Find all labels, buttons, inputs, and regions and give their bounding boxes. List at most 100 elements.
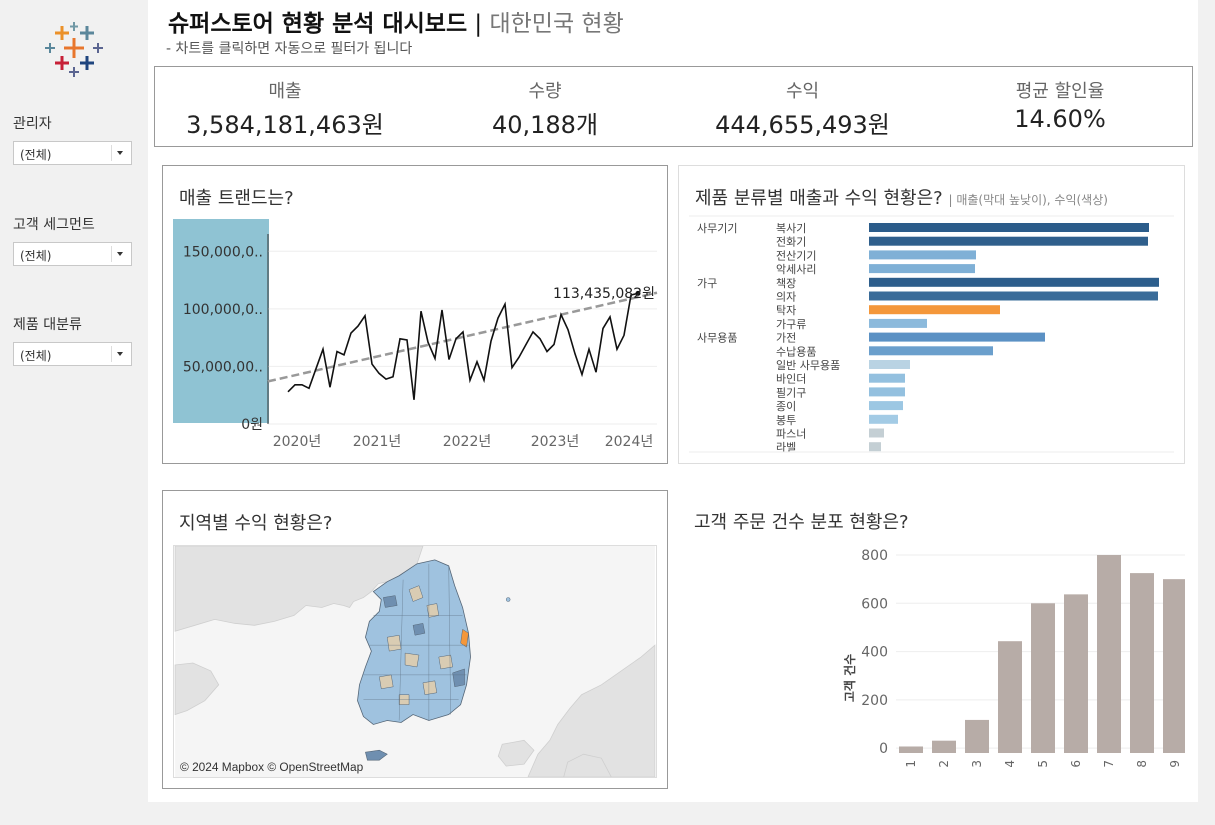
y-tick-label: 50,000,00.. bbox=[183, 359, 263, 375]
kpi-quantity[interactable]: 수량 40,188개 bbox=[455, 77, 635, 140]
category-bar bbox=[869, 360, 910, 369]
kpi-value: 444,655,493원 bbox=[715, 111, 890, 139]
x-tick-label: 7 bbox=[1102, 760, 1116, 768]
x-tick-label: 2 bbox=[937, 760, 951, 768]
title-separator: | bbox=[467, 11, 490, 37]
x-tick-label: 3 bbox=[970, 760, 984, 768]
subcategory-label: 종이 bbox=[776, 400, 796, 413]
data-point bbox=[635, 290, 641, 296]
sidebar: 관리자 (전체) 고객 세그먼트 (전체) 제품 대분류 (전체) bbox=[0, 0, 148, 825]
y-tick-label: 0 bbox=[879, 741, 888, 757]
category-bar bbox=[869, 264, 975, 274]
x-tick-label: 6 bbox=[1069, 760, 1083, 768]
category-bar bbox=[869, 346, 993, 356]
category-title-note: | 매출(막대 높낮이), 수익(색상) bbox=[948, 193, 1108, 207]
chevron-down-icon[interactable] bbox=[111, 346, 127, 362]
histogram-bar bbox=[899, 746, 923, 753]
segment-dropdown[interactable]: (전체) bbox=[13, 242, 132, 266]
category-bar bbox=[869, 373, 905, 383]
kpi-value: 3,584,181,463원 bbox=[186, 111, 384, 139]
chevron-down-icon[interactable] bbox=[111, 145, 127, 161]
x-tick-label: 9 bbox=[1168, 760, 1182, 768]
dropdown-value: (전체) bbox=[20, 249, 52, 263]
subcategory-label: 수납용품 bbox=[776, 345, 816, 358]
subcategory-label: 가구류 bbox=[776, 318, 806, 331]
trend-annotation: 113,435,082원 bbox=[553, 286, 655, 302]
y-tick-label: 100,000,0.. bbox=[183, 302, 263, 318]
kpi-profit[interactable]: 수익 444,655,493원 bbox=[705, 77, 900, 140]
x-tick-label: 2022년 bbox=[443, 434, 492, 450]
x-tick-label: 8 bbox=[1135, 760, 1149, 768]
histogram-bar bbox=[1097, 555, 1121, 753]
x-tick-label: 4 bbox=[1003, 760, 1017, 768]
category-dropdown[interactable]: (전체) bbox=[13, 342, 132, 366]
panel-title: 고객 주문 건수 분포 현황은? bbox=[694, 512, 909, 533]
histogram-bar bbox=[1130, 573, 1154, 753]
filter-label: 고객 세그먼트 bbox=[13, 217, 95, 233]
x-tick-label: 2024년 bbox=[605, 434, 654, 450]
page-subtitle: - 차트를 클릭하면 자동으로 필터가 됩니다 bbox=[166, 41, 413, 57]
dashboard: 슈퍼스토어 현황 분석 대시보드 | 대한민국 현황 - 차트를 클릭하면 자동… bbox=[148, 0, 1198, 802]
category-bar bbox=[869, 332, 1045, 342]
x-tick-label: 2023년 bbox=[531, 434, 580, 450]
category-bar bbox=[869, 442, 881, 452]
filter-category: 제품 대분류 (전체) bbox=[13, 314, 132, 366]
category-group-label: 사무기기 bbox=[697, 222, 737, 235]
x-tick-label: 2020년 bbox=[273, 434, 322, 450]
category-bar bbox=[869, 305, 1000, 315]
subcategory-label: 책장 bbox=[776, 277, 796, 290]
kpi-panel: 매출 3,584,181,463원 수량 40,188개 수익 444,655,… bbox=[154, 66, 1193, 147]
page-title: 슈퍼스토어 현황 분석 대시보드 | 대한민국 현황 bbox=[168, 4, 624, 38]
subcategory-label: 탁자 bbox=[776, 304, 796, 317]
panel-title: 지역별 수익 현황은? bbox=[179, 513, 333, 534]
region-panel: 지역별 수익 현황은? bbox=[162, 490, 668, 789]
subcategory-label: 악세사리 bbox=[776, 263, 816, 276]
kpi-value: 40,188개 bbox=[491, 111, 599, 139]
y-axis-label: 고객 건수 bbox=[842, 654, 857, 702]
y-tick-label: 800 bbox=[861, 548, 888, 564]
orders-panel: 고객 주문 건수 분포 현황은? 800 600 400 200 0 고객 건수 1 2 3 4 5… bbox=[678, 490, 1185, 789]
category-bar bbox=[869, 291, 1158, 301]
subcategory-label: 파스너 bbox=[776, 428, 806, 441]
subcategory-label: 전산기기 bbox=[776, 249, 816, 262]
category-bar bbox=[869, 387, 905, 397]
histogram-bar bbox=[1031, 603, 1055, 753]
sales-trend-chart[interactable]: 150,000,0.. 100,000,0.. 50,000,00.. 0원 2020년… bbox=[163, 166, 667, 463]
kpi-sales[interactable]: 매출 3,584,181,463원 bbox=[185, 77, 385, 140]
filter-manager: 관리자 (전체) bbox=[13, 113, 132, 165]
dropdown-value: (전체) bbox=[20, 148, 52, 162]
subcategory-label: 의자 bbox=[776, 291, 796, 304]
manager-dropdown[interactable]: (전체) bbox=[13, 141, 132, 165]
subcategory-label: 바인더 bbox=[776, 373, 806, 386]
title-main: 슈퍼스토어 현황 분석 대시보드 bbox=[168, 11, 468, 37]
kpi-discount[interactable]: 평균 할인율 14.60% bbox=[975, 77, 1145, 133]
kpi-value: 14.60% bbox=[1014, 105, 1106, 133]
category-bar bbox=[869, 223, 1149, 232]
category-bar bbox=[869, 401, 903, 411]
chevron-down-icon[interactable] bbox=[111, 246, 127, 262]
tableau-logo-icon bbox=[45, 22, 103, 77]
y-tick-label: 0원 bbox=[241, 417, 263, 433]
trend-line bbox=[267, 291, 658, 383]
panel-title: 제품 분류별 매출과 수익 현황은? | 매출(막대 높낮이), 수익(색상) bbox=[695, 184, 1108, 210]
category-bar bbox=[869, 428, 884, 438]
category-panel: 제품 분류별 매출과 수익 현황은? | 매출(막대 높낮이), 수익(색상) … bbox=[678, 165, 1185, 464]
x-tick-label: 1 bbox=[904, 760, 918, 768]
category-bar bbox=[869, 236, 1148, 246]
subcategory-label: 라벨 bbox=[776, 441, 796, 454]
kpi-label: 평균 할인율 bbox=[1015, 81, 1105, 102]
korea-map[interactable]: © 2024 Mapbox © OpenStreetMap bbox=[173, 545, 657, 778]
y-tick-label: 200 bbox=[861, 693, 888, 709]
map-attribution: © 2024 Mapbox © OpenStreetMap bbox=[180, 760, 364, 774]
histogram-bar bbox=[1163, 579, 1185, 753]
histogram-bar bbox=[932, 740, 956, 753]
filter-label: 관리자 bbox=[13, 116, 52, 132]
histogram-bar bbox=[998, 641, 1022, 753]
subcategory-label: 복사기 bbox=[776, 222, 806, 235]
y-tick-label: 400 bbox=[861, 645, 888, 661]
kpi-label: 수량 bbox=[528, 81, 562, 102]
histogram-bar bbox=[965, 719, 989, 753]
filter-segment: 고객 세그먼트 (전체) bbox=[13, 214, 132, 266]
